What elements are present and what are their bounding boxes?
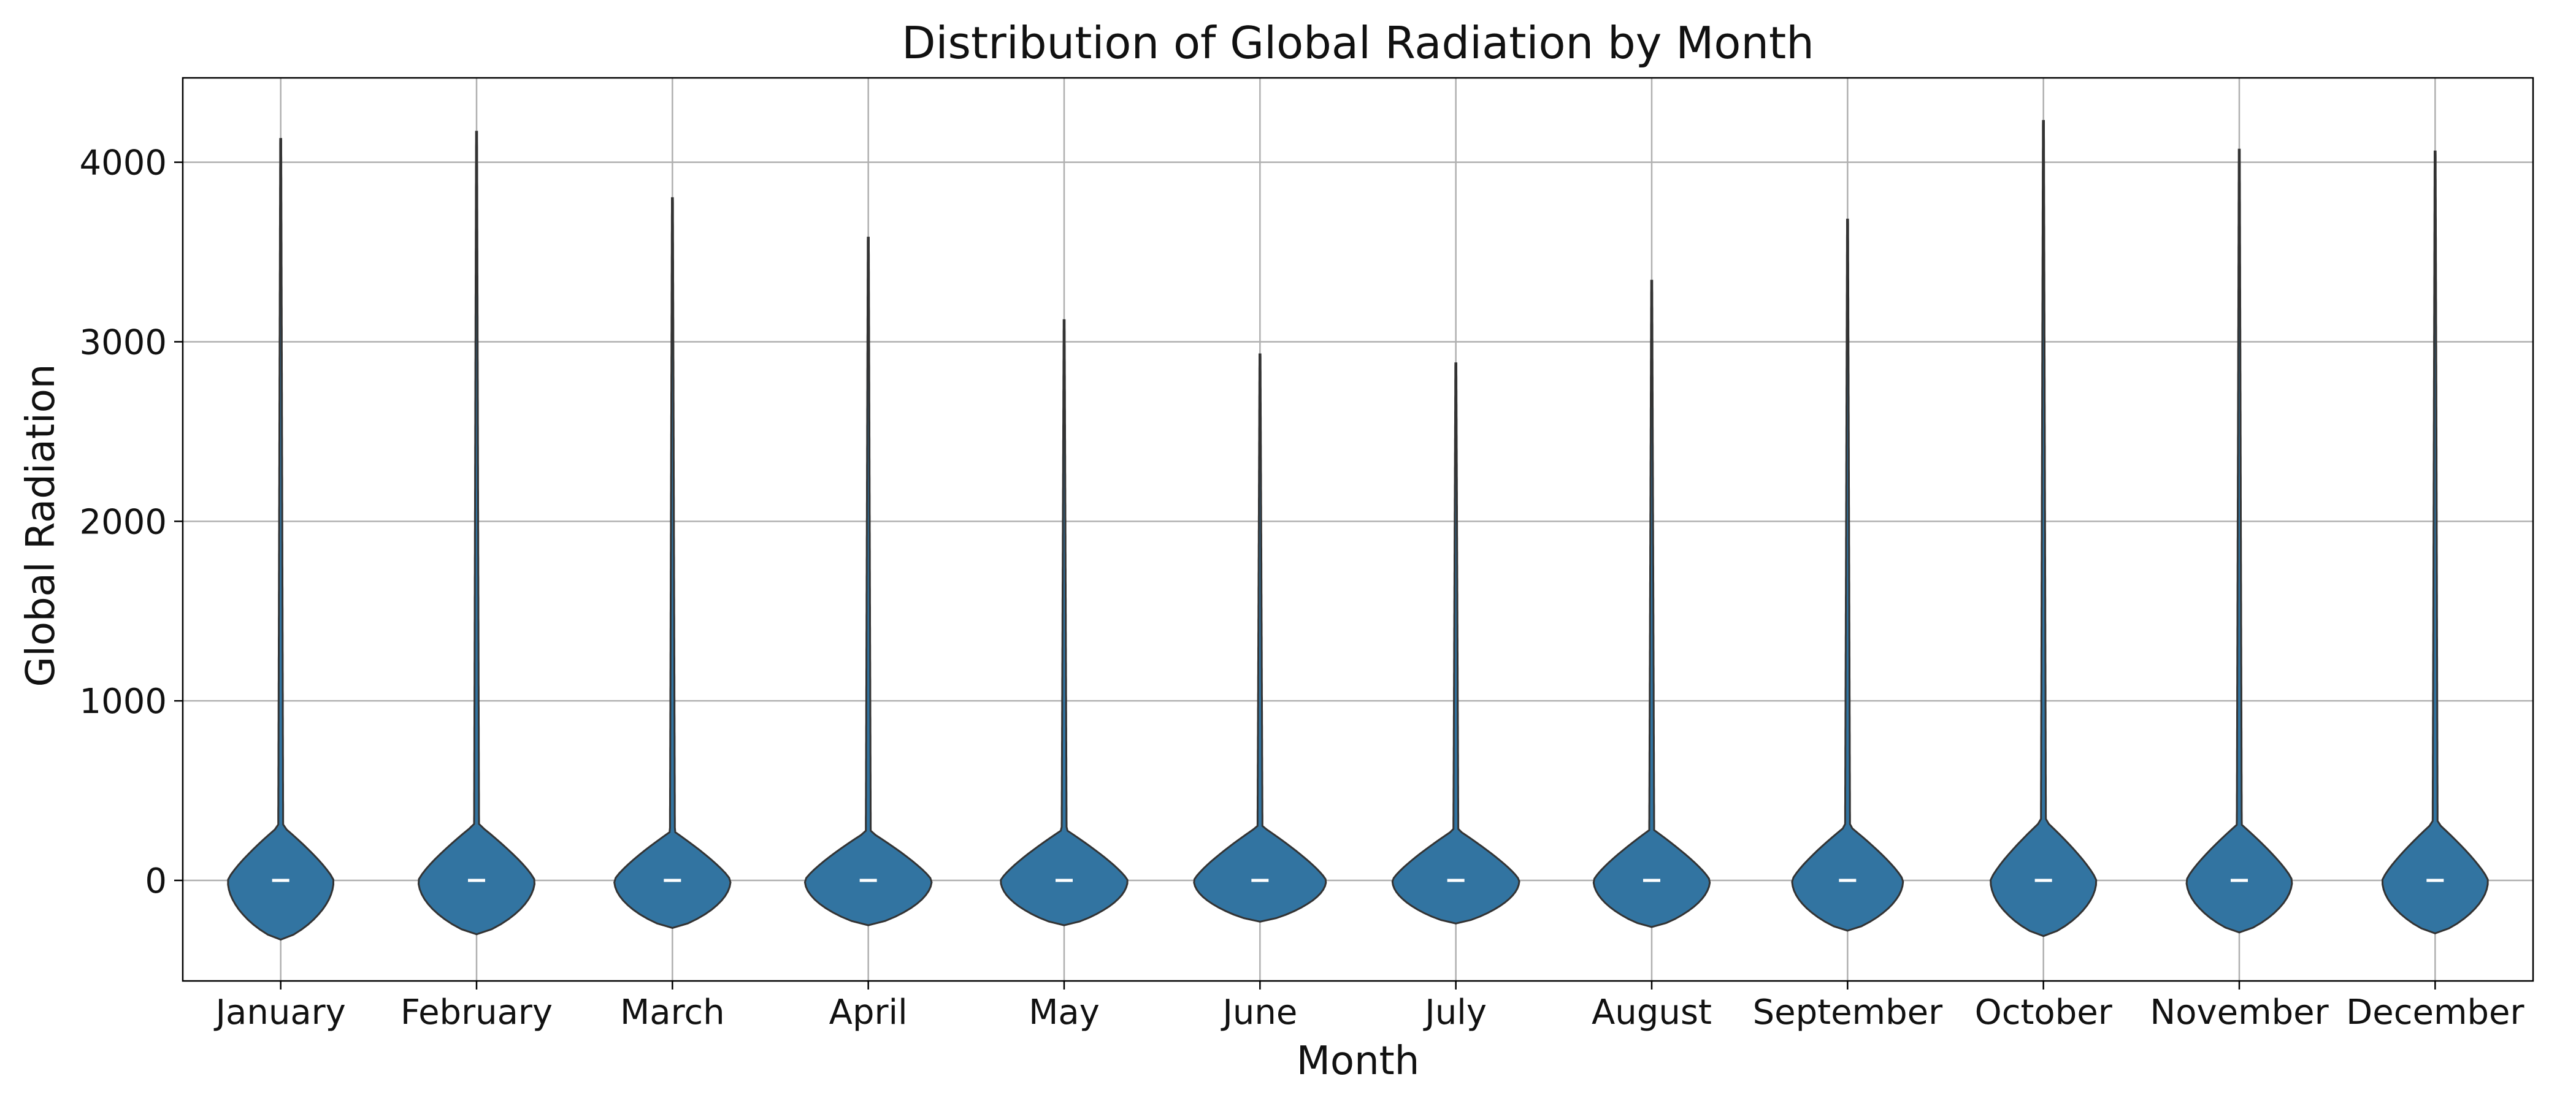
x-tick-label: July (1423, 993, 1487, 1032)
x-tick-label: October (1975, 993, 2113, 1032)
x-tick-label: November (2150, 993, 2329, 1032)
violin-march (613, 197, 732, 929)
violin-october (1990, 120, 2098, 937)
x-tick-label: September (1753, 993, 1944, 1032)
violin-july (1391, 362, 1520, 925)
x-tick-label: April (829, 993, 908, 1032)
x-axis-label: Month (1297, 1039, 1420, 1084)
chart-title: Distribution of Global Radiation by Mont… (902, 17, 1814, 69)
violin-february (417, 131, 536, 936)
violin-december (2381, 150, 2489, 934)
violin-august (1592, 280, 1711, 928)
x-tick-label: December (2346, 993, 2524, 1032)
tick-layer: 0 1000 2000 3000 4000 January February March Apr… (79, 143, 2524, 1032)
violin-may (1000, 319, 1129, 926)
violin-january (227, 138, 334, 941)
violin-september (1791, 218, 1904, 932)
violin-june (1193, 353, 1327, 923)
x-tick-label: June (1221, 993, 1297, 1032)
x-tick-label: January (214, 993, 346, 1032)
violin-november (2185, 148, 2293, 934)
y-tick-label: 1000 (79, 682, 167, 722)
plot-frame (182, 77, 2534, 982)
y-axis-label: Global Radiation (18, 364, 64, 687)
y-tick-label: 4000 (79, 143, 167, 183)
y-tick-label: 2000 (79, 502, 167, 542)
violin-layer (227, 120, 2489, 941)
x-tick-label: February (401, 993, 553, 1032)
y-tick-label: 0 (145, 861, 167, 901)
y-tick-label: 3000 (79, 322, 167, 362)
violin-april (803, 237, 933, 926)
x-tick-label: August (1592, 993, 1712, 1032)
x-tick-label: May (1029, 993, 1100, 1032)
x-tick-label: March (620, 993, 725, 1032)
